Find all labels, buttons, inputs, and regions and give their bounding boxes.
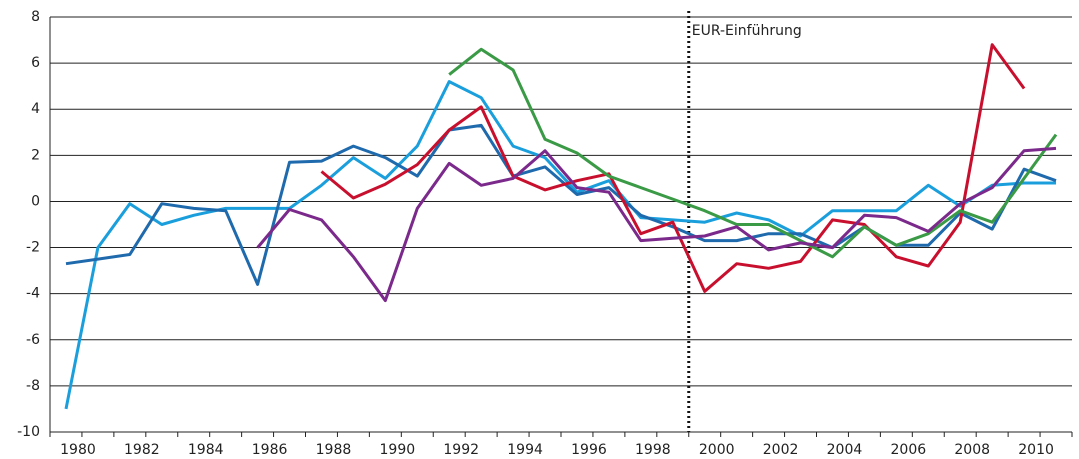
x-tick-label: 2000 xyxy=(699,442,735,458)
x-tick-label: 1990 xyxy=(380,442,416,458)
x-tick-label: 2010 xyxy=(1018,442,1054,458)
x-tick-label: 2006 xyxy=(891,442,927,458)
series-line xyxy=(320,43,1026,293)
x-tick-label: 2004 xyxy=(827,442,863,458)
y-tick-label: -6 xyxy=(26,332,40,348)
series-line xyxy=(448,47,1058,259)
x-tick-label: 1980 xyxy=(60,442,96,458)
y-tick-label: 0 xyxy=(31,193,40,209)
y-tick-label: 6 xyxy=(31,55,40,71)
x-tick-label: 1998 xyxy=(635,442,671,458)
y-tick-label: -8 xyxy=(26,378,40,394)
x-tick-label: 1986 xyxy=(252,442,288,458)
annotation-text: EUR-Einführung xyxy=(692,23,802,39)
y-tick-label: -4 xyxy=(26,286,40,302)
y-tick-label: -10 xyxy=(17,424,40,440)
x-tick-label: 1992 xyxy=(443,442,479,458)
y-tick-label: -2 xyxy=(26,240,40,256)
series-line xyxy=(64,80,1056,410)
x-tick-label: 1988 xyxy=(316,442,352,458)
y-tick-label: 8 xyxy=(31,9,40,25)
x-tick-label: 2002 xyxy=(763,442,799,458)
x-tick-label: 1996 xyxy=(571,442,607,458)
x-tick-label: 1994 xyxy=(507,442,543,458)
x-tick-label: 1982 xyxy=(124,442,160,458)
series-line xyxy=(256,146,1057,303)
x-tick-label: 1984 xyxy=(188,442,224,458)
y-tick-label: 2 xyxy=(31,147,40,163)
y-tick-label: 4 xyxy=(31,101,40,117)
x-tick-label: 2008 xyxy=(954,442,990,458)
